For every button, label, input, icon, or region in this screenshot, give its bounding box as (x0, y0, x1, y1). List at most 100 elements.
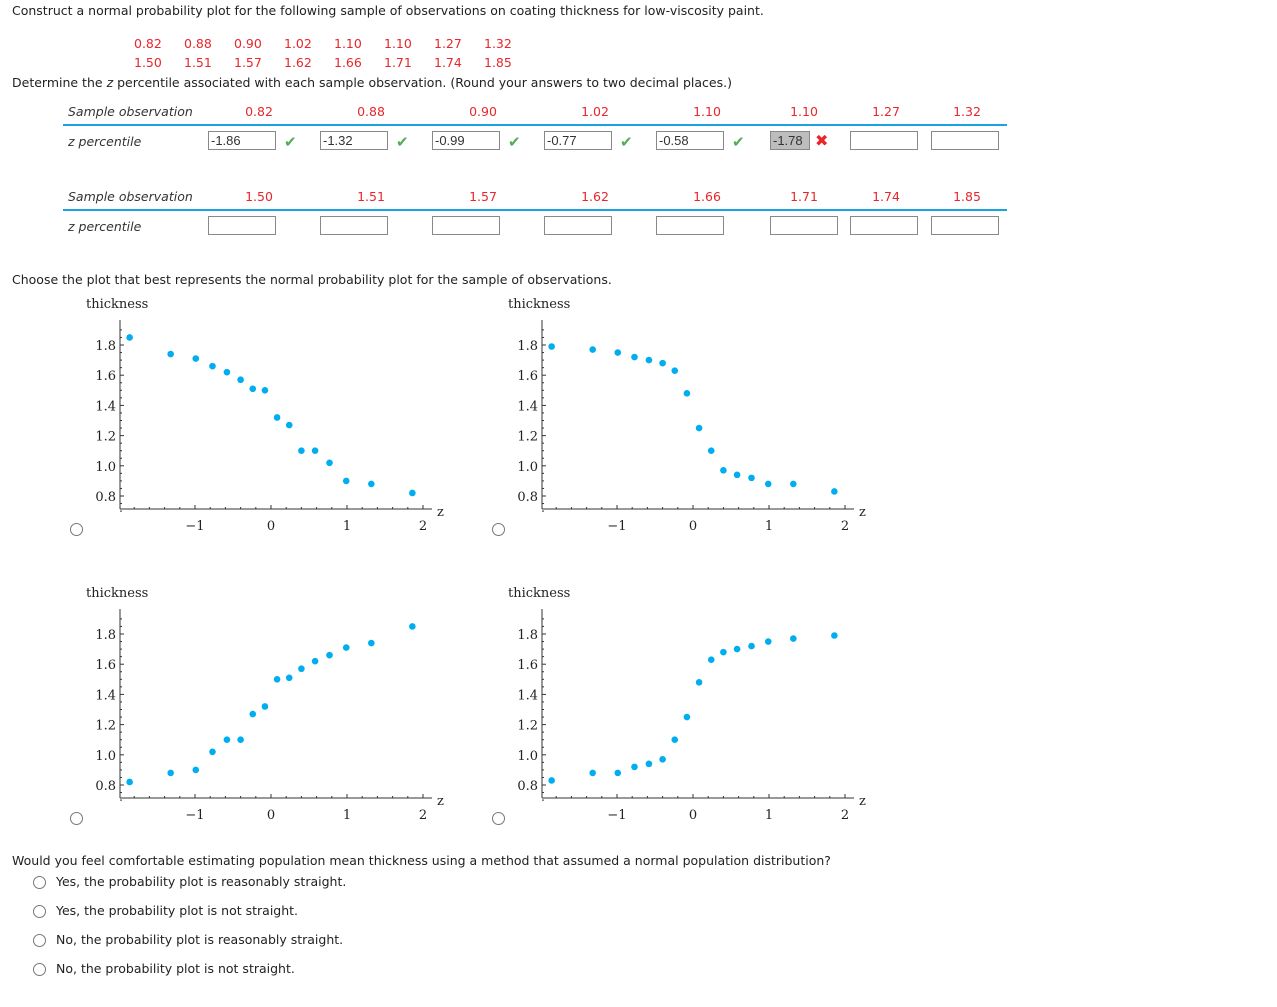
intro-text: Construct a normal probability plot for … (12, 3, 764, 18)
question2-text: Would you feel comfortable estimating po… (12, 853, 831, 868)
x-tick-label: 1 (765, 519, 773, 534)
data-point (311, 447, 319, 455)
data-point (764, 638, 772, 645)
data-point (261, 703, 269, 710)
data-point (326, 459, 333, 467)
z-percentile-input[interactable] (656, 216, 724, 235)
observation-header: 1.02 (581, 104, 609, 119)
data-point (223, 736, 231, 743)
observation-header: 1.85 (953, 189, 981, 204)
data-point (831, 488, 838, 495)
data-point (192, 355, 200, 362)
data-point (748, 642, 755, 650)
z-percentile-input[interactable]: -0.77 (544, 131, 612, 150)
observation-header: 0.88 (357, 104, 385, 119)
z-percentile-input[interactable]: -0.58 (656, 131, 724, 150)
plot-choice-radio[interactable] (70, 812, 83, 825)
checkmark-icon: ✔ (620, 133, 633, 151)
data-point (631, 353, 638, 361)
z-percentile-input[interactable] (931, 216, 999, 235)
checkmark-icon: ✔ (396, 133, 409, 151)
y-tick-label: 1.6 (517, 658, 538, 673)
z-percentile-input[interactable] (931, 131, 999, 150)
x-axis-label: z (437, 505, 444, 520)
data-point (326, 651, 333, 659)
z-percentile-input[interactable]: -1.78 (770, 131, 810, 150)
option-label[interactable]: Yes, the probability plot is reasonably … (56, 874, 347, 889)
y-tick-label: 1.8 (517, 628, 538, 643)
observation-header: 1.71 (790, 189, 818, 204)
z-percentile-input[interactable] (432, 216, 500, 235)
sample-value: 1.66 (334, 55, 362, 70)
option-radio[interactable] (33, 905, 46, 918)
plot-choice-radio[interactable] (492, 523, 505, 536)
data-point (209, 362, 216, 370)
option-label[interactable]: No, the probability plot is reasonably s… (56, 932, 344, 947)
checkmark-icon: ✔ (508, 133, 521, 151)
x-tick-label: 2 (841, 808, 849, 823)
sample-value: 1.10 (334, 36, 362, 51)
z-percentile-input[interactable]: -1.32 (320, 131, 388, 150)
option-label[interactable]: No, the probability plot is not straight… (56, 961, 295, 976)
data-point (342, 644, 350, 651)
z-percentile-input[interactable]: -1.86 (208, 131, 276, 150)
option-radio[interactable] (33, 876, 46, 889)
sample-value: 1.85 (484, 55, 512, 70)
x-axis-label: z (859, 794, 866, 809)
row-label-sample-observation: Sample observation (68, 189, 193, 204)
z-percentile-input[interactable] (850, 216, 918, 235)
x-tick-label: 0 (689, 808, 697, 823)
y-tick-label: 1.2 (95, 430, 116, 445)
data-point (298, 665, 305, 673)
y-tick-label: 1.4 (517, 688, 538, 703)
option-label[interactable]: Yes, the probability plot is not straigh… (56, 903, 299, 918)
z-percentile-input[interactable] (770, 216, 838, 235)
x-tick-label: 1 (765, 808, 773, 823)
plot-choice-radio[interactable] (70, 523, 83, 536)
data-point (790, 635, 797, 642)
z-percentile-input[interactable] (320, 216, 388, 235)
instruction-pre: Determine the (12, 75, 107, 90)
data-point (733, 645, 741, 653)
data-point (261, 387, 269, 394)
observation-header: 1.66 (693, 189, 721, 204)
sample-value: 1.57 (234, 55, 262, 70)
x-axis-label: z (859, 505, 866, 520)
data-point (192, 766, 200, 774)
data-point (720, 648, 727, 656)
data-point (631, 763, 638, 771)
z-percentile-input[interactable] (544, 216, 612, 235)
instruction-z: z (106, 75, 114, 90)
data-point (167, 350, 174, 358)
option-radio[interactable] (33, 934, 46, 947)
z-percentile-input[interactable] (208, 216, 276, 235)
row-label-sample-observation: Sample observation (68, 104, 193, 119)
observation-header: 1.10 (693, 104, 721, 119)
y-axis-label: thickness (86, 297, 148, 312)
observation-header: 0.82 (245, 104, 273, 119)
y-tick-label: 1.2 (517, 719, 538, 734)
y-tick-label: 1.2 (517, 430, 538, 445)
x-tick-label: 0 (689, 519, 697, 534)
data-point (733, 471, 741, 479)
data-point (368, 639, 375, 647)
y-tick-label: 1.6 (95, 369, 116, 384)
data-point (368, 480, 375, 488)
data-point (645, 760, 653, 768)
plot-choice-radio[interactable] (492, 812, 505, 825)
instruction-post: percentile associated with each sample o… (113, 75, 732, 90)
y-tick-label: 1.0 (517, 749, 538, 764)
option-radio[interactable] (33, 963, 46, 976)
z-percentile-input[interactable]: -0.99 (432, 131, 500, 150)
z-percentile-input[interactable] (850, 131, 918, 150)
data-point (548, 777, 555, 784)
y-tick-label: 1.6 (95, 658, 116, 673)
observation-header: 1.62 (581, 189, 609, 204)
data-point (720, 467, 727, 474)
sample-value: 1.32 (484, 36, 512, 51)
data-point (614, 769, 622, 777)
x-tick-label: 1 (343, 519, 351, 534)
data-point (167, 769, 174, 777)
data-point (589, 346, 596, 353)
